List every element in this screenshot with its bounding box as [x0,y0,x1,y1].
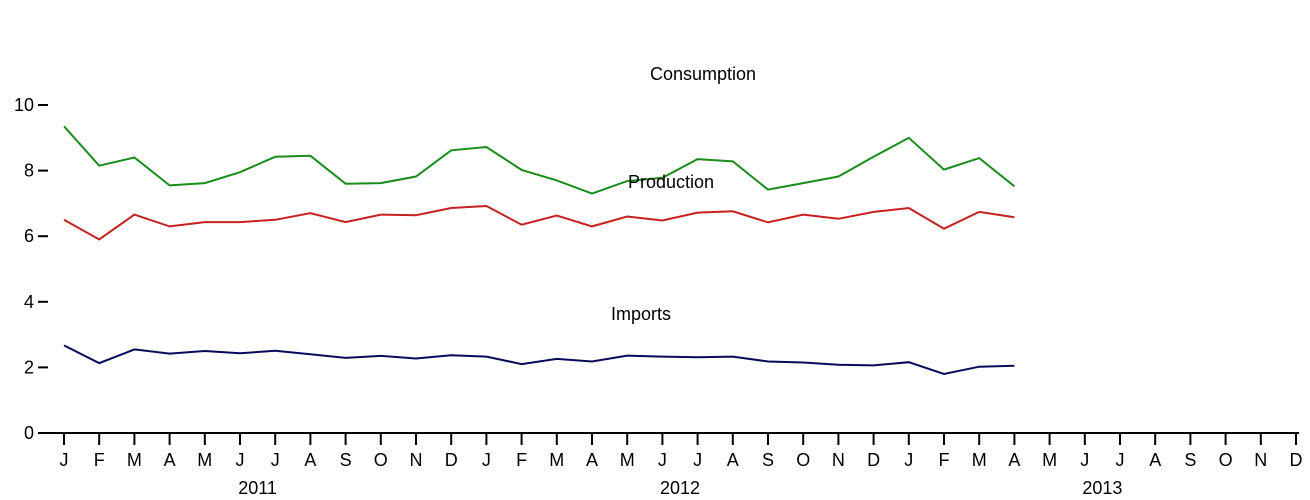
x-tick-label: O [374,450,388,470]
y-tick-label: 2 [24,357,34,377]
x-tick-label: A [1008,450,1020,470]
year-label: 2011 [238,478,277,498]
x-tick-label: D [867,450,880,470]
x-tick-label: J [60,450,69,470]
y-axis: 0 2 4 6 8 10 [14,95,48,443]
x-tick-label: S [340,450,352,470]
series-label-consumption: Consumption [650,64,756,84]
x-tick-label: D [445,450,458,470]
x-tick-label: M [1042,450,1057,470]
y-tick-label: 0 [24,423,34,443]
x-tick-label: O [1219,450,1233,470]
x-tick-label: M [620,450,635,470]
x-tick-label: F [94,450,105,470]
x-tick-label: J [1116,450,1125,470]
y-tick-label: 6 [24,226,34,246]
x-tick-label: J [482,450,491,470]
x-tick-label: F [516,450,527,470]
x-tick-label: M [197,450,212,470]
x-tick-label: D [1290,450,1303,470]
x-tick-label: J [904,450,913,470]
year-label: 2013 [1082,478,1122,498]
x-tick-label: N [832,450,845,470]
x-tick-label: M [127,450,142,470]
x-tick-label: A [1149,450,1161,470]
series-label-imports: Imports [611,304,671,324]
x-tick-label: O [796,450,810,470]
x-tick-label: A [164,450,176,470]
series-line-consumption [63,125,1016,195]
series-line-imports [63,344,1015,376]
x-tick-label: M [972,450,987,470]
x-tick-label: M [549,450,564,470]
x-tick-label: A [727,450,739,470]
x-tick-label: J [1080,450,1089,470]
x-tick-label: J [693,450,702,470]
x-tick-label: S [1184,450,1196,470]
series-group [63,125,1016,376]
series-labels: Consumption Production Imports [611,64,756,324]
y-tick-label: 4 [24,292,34,312]
series-label-production: Production [628,172,714,192]
y-tick-label: 8 [24,161,34,181]
x-tick-label: N [410,450,423,470]
x-tick-label: J [658,450,667,470]
y-tick-label: 10 [14,95,34,115]
x-tick-label: A [304,450,316,470]
x-tick-label: J [271,450,280,470]
x-tick-label: S [762,450,774,470]
x-tick-label: J [236,450,245,470]
x-tick-label: A [586,450,598,470]
x-axis: J F M A M J J A S O N D J F M A M J J A S O N D J F M A M J J A S O N D 2011… [38,432,1303,498]
series-line-production [63,204,1015,241]
x-tick-label: N [1254,450,1267,470]
x-tick-label: F [939,450,950,470]
year-label: 2012 [660,478,700,498]
